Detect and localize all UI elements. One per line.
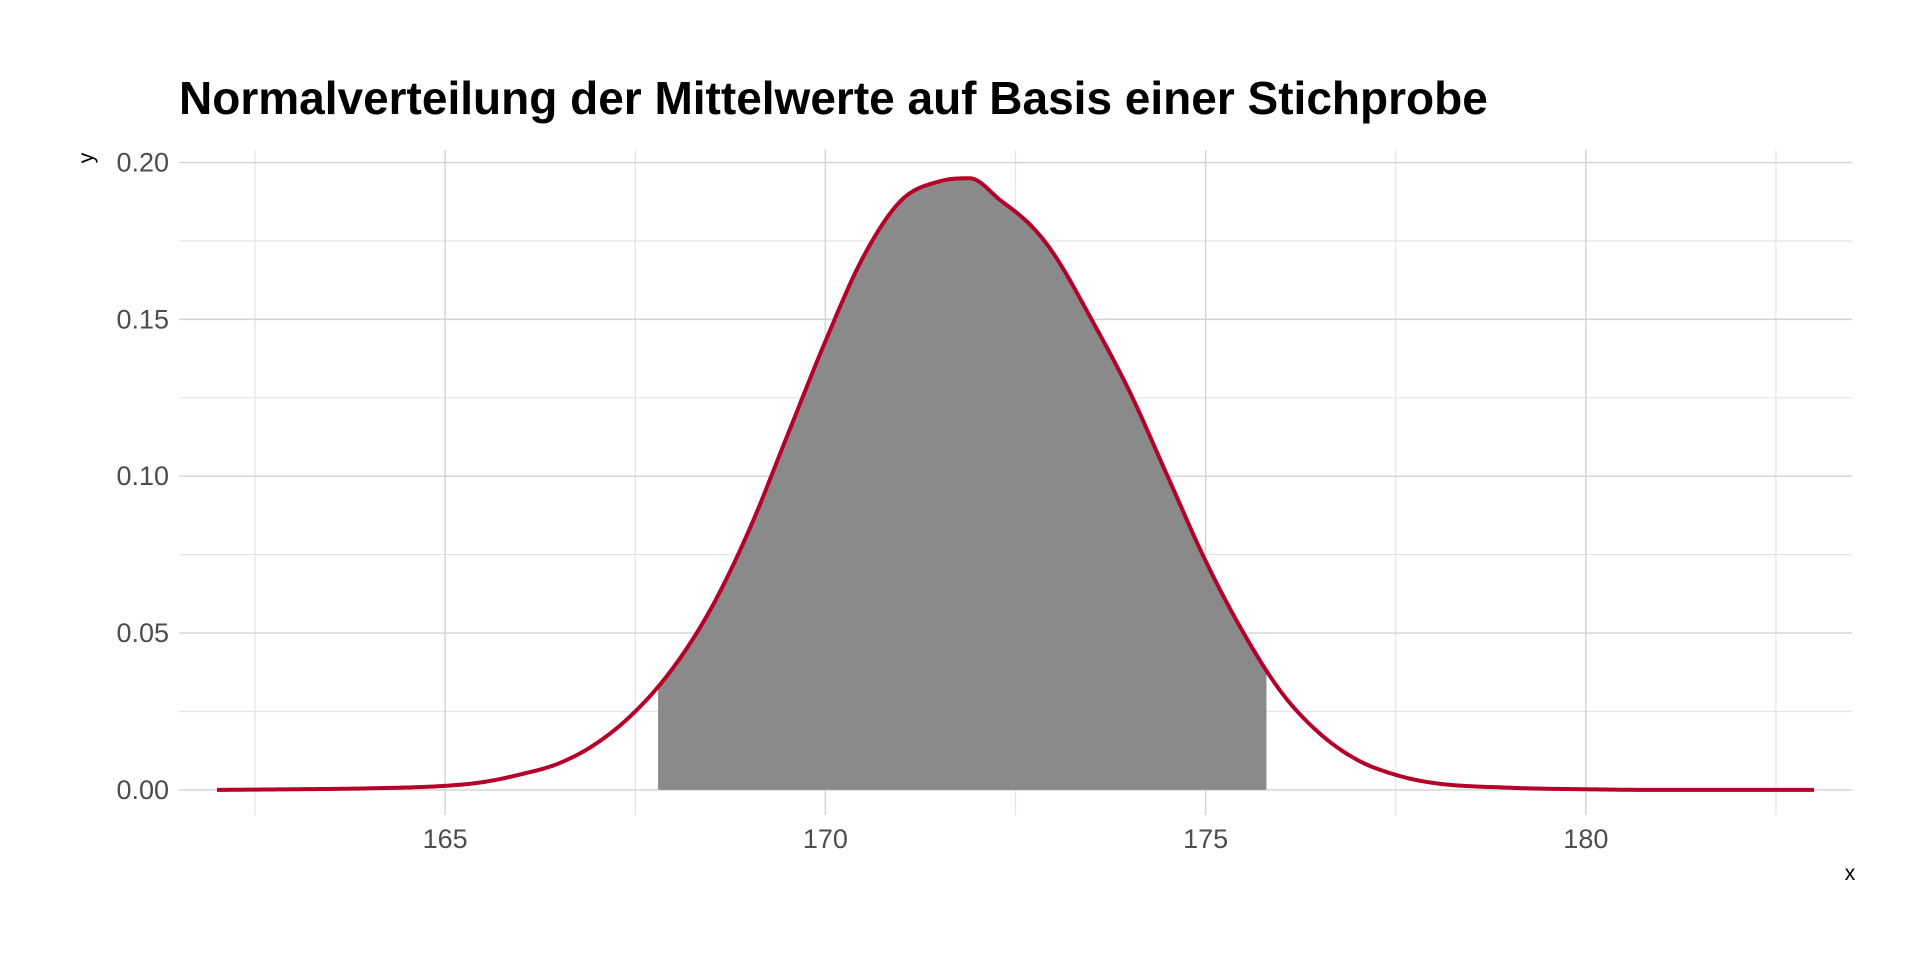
chart-title: Normalverteilung der Mittelwerte auf Bas… [179,72,1488,124]
y-tick-label: 0.00 [116,775,169,805]
x-tick-label: 175 [1183,824,1228,854]
tick-layer: 165 170 175 180 0.00 0.05 0.10 0.15 0.20 [116,148,1608,854]
y-tick-label: 0.20 [116,148,169,178]
area-layer [658,178,1267,790]
x-tick-label: 165 [423,824,468,854]
x-tick-label: 180 [1563,824,1608,854]
y-tick-label: 0.05 [116,618,169,648]
y-axis-label: y [75,152,98,163]
shaded-area [658,178,1267,790]
curve-layer [217,176,1814,792]
y-tick-label: 0.15 [116,304,169,334]
density-curve [217,176,1814,792]
y-tick-label: 0.10 [116,461,169,491]
x-tick-label: 170 [803,824,848,854]
x-axis-label: x [1845,862,1856,885]
